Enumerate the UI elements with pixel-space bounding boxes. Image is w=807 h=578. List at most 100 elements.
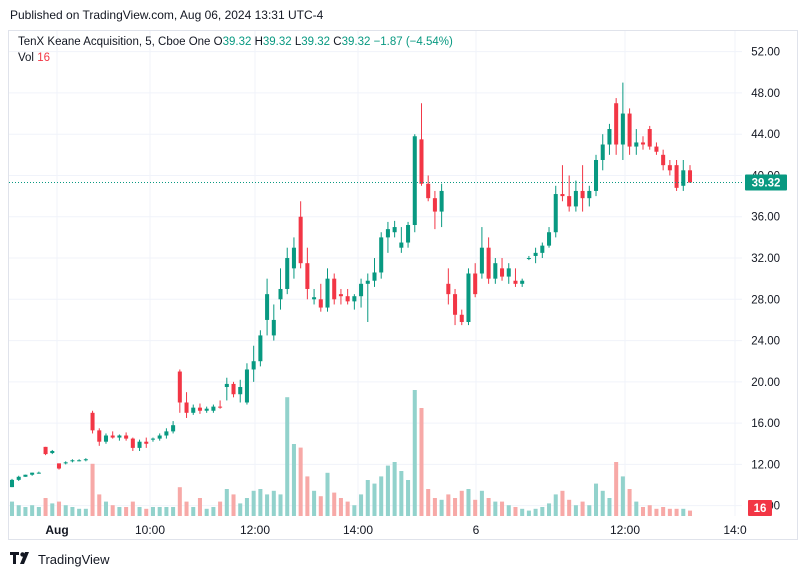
- candle-body: [184, 402, 189, 413]
- time-tick-label: 10:00: [135, 523, 165, 537]
- candle-body: [426, 183, 431, 199]
- candle-body: [305, 263, 310, 289]
- volume-bar: [16, 505, 21, 516]
- volume-bar: [661, 507, 666, 516]
- price-tick-label: 20.00: [751, 377, 780, 389]
- candle-body: [218, 406, 223, 408]
- volume-bar: [83, 508, 88, 516]
- price-axis[interactable]: 52.0048.0044.0040.0036.0032.0028.0024.00…: [745, 47, 787, 516]
- candle-body: [352, 296, 357, 302]
- volume-bar: [674, 508, 679, 516]
- volume-bar: [150, 507, 155, 516]
- volume-bar: [365, 480, 370, 516]
- candle-body: [164, 431, 169, 436]
- price-tick-label: 24.00: [751, 336, 780, 348]
- volume-bar: [204, 508, 209, 516]
- time-tick-label: 14:00: [343, 523, 373, 537]
- candle-body: [614, 103, 619, 145]
- volume-bar: [352, 505, 357, 516]
- volume-bar: [137, 507, 142, 516]
- volume-bar: [164, 507, 169, 516]
- volume-bar: [627, 489, 632, 516]
- volume-bar: [479, 490, 484, 516]
- volume-bar: [231, 494, 236, 516]
- volume-bar: [553, 494, 558, 516]
- candle-body: [103, 435, 108, 442]
- volume-bar: [372, 483, 377, 516]
- volume-bar: [258, 489, 263, 516]
- volume-bar: [594, 483, 599, 516]
- candle-body: [627, 113, 632, 147]
- candle-body: [298, 216, 303, 264]
- volume-bar: [419, 408, 424, 516]
- volume-bar: [97, 494, 102, 516]
- volume-bar: [392, 462, 397, 516]
- candle-body: [560, 194, 565, 197]
- volume-bar: [533, 508, 538, 516]
- candle-body: [171, 425, 176, 432]
- volume-bar: [573, 505, 578, 516]
- volume-bar: [318, 496, 323, 516]
- volume-bar: [439, 499, 444, 516]
- candle-body: [251, 361, 256, 370]
- candle-body: [204, 408, 209, 411]
- candle-body: [265, 294, 270, 320]
- candle-body: [526, 258, 531, 260]
- volume-bar: [298, 447, 303, 516]
- candle-body: [533, 252, 538, 256]
- candle-body: [567, 196, 572, 207]
- candle-body: [520, 280, 525, 284]
- candle-body: [640, 142, 646, 145]
- volume-bar: [614, 462, 619, 516]
- volume-bar: [211, 507, 216, 516]
- volume-bar: [30, 505, 35, 516]
- candle-body: [345, 296, 350, 302]
- candle-body: [318, 299, 323, 308]
- candle-body: [110, 435, 115, 438]
- candle-body: [137, 441, 142, 448]
- volume-bar: [251, 490, 256, 516]
- volume-bar: [130, 501, 135, 516]
- candle-body: [419, 139, 424, 184]
- volume-bar: [385, 465, 390, 516]
- volume-bar: [600, 490, 605, 516]
- candle-body: [70, 460, 75, 462]
- volume-bar: [63, 505, 68, 516]
- volume-bar: [654, 508, 659, 516]
- time-axis[interactable]: Aug 10:00 12:00 14:00 6 12:00 14:0: [45, 523, 747, 537]
- volume-bar: [36, 507, 41, 516]
- candle-body: [291, 247, 296, 269]
- time-tick-label: 6: [473, 523, 480, 537]
- candle-body: [453, 294, 458, 315]
- candle-body: [83, 459, 88, 461]
- open-label: O: [213, 36, 223, 48]
- candle-body: [224, 383, 229, 388]
- volume-bar: [526, 510, 531, 516]
- volume-bar: [218, 501, 223, 516]
- candle-body: [439, 190, 444, 212]
- volume-bar: [43, 498, 48, 516]
- candle-body: [681, 170, 686, 186]
- candle-body: [278, 288, 283, 300]
- volume-bar: [426, 489, 431, 516]
- candle-body: [620, 113, 625, 145]
- volume-bar: [560, 490, 565, 516]
- candle-body: [36, 472, 41, 474]
- grid-lines: [9, 31, 742, 516]
- volume-bar: [144, 508, 149, 516]
- candle-body: [392, 227, 397, 233]
- high-label: H: [254, 36, 263, 48]
- candle-body: [647, 129, 652, 147]
- volume-legend: Vol 16: [18, 52, 50, 64]
- candle-body: [486, 247, 491, 279]
- volume-bar: [459, 490, 464, 516]
- candle-body: [459, 314, 464, 322]
- last-price-label: 39.32: [752, 177, 781, 189]
- volume-bar: [332, 492, 337, 516]
- low-value: 39.32: [301, 36, 331, 48]
- volume-bar: [500, 501, 505, 516]
- volume-bar: [197, 498, 202, 516]
- volume-bars: [9, 390, 693, 516]
- low-label: L: [294, 36, 302, 48]
